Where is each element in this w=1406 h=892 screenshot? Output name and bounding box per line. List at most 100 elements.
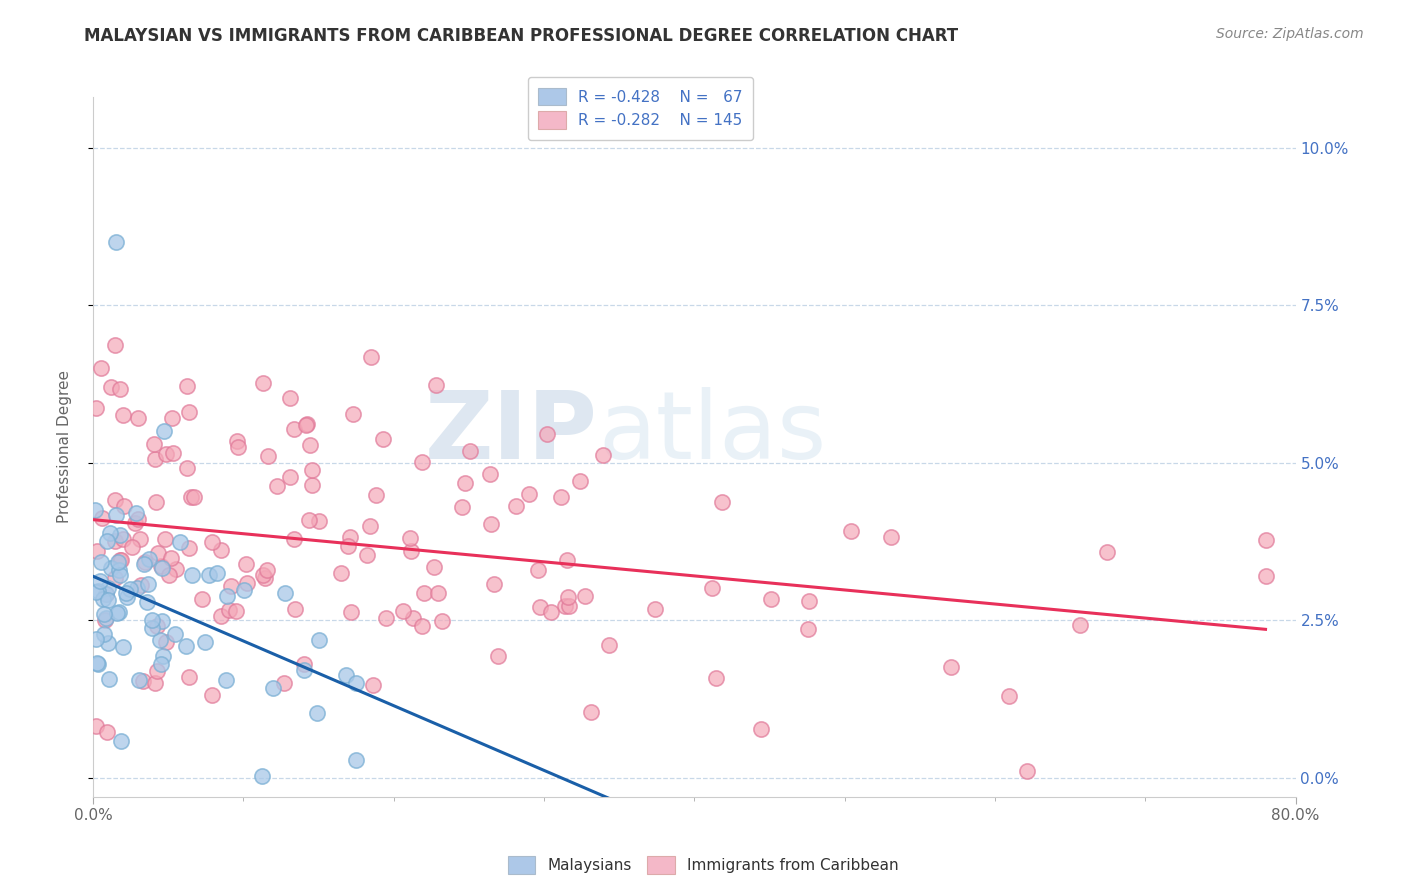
Point bbox=[110, 734, 132, 748]
Point bbox=[360, 350, 382, 364]
Point bbox=[177, 404, 200, 418]
Point bbox=[252, 376, 274, 390]
Point bbox=[598, 638, 620, 652]
Point bbox=[107, 555, 129, 569]
Point bbox=[283, 533, 305, 547]
Point bbox=[129, 578, 152, 592]
Point bbox=[111, 640, 134, 655]
Point bbox=[83, 503, 105, 517]
Point bbox=[536, 427, 558, 442]
Point bbox=[301, 463, 323, 477]
Point bbox=[146, 546, 169, 560]
Point bbox=[540, 605, 562, 619]
Point bbox=[209, 542, 232, 557]
Point bbox=[253, 571, 276, 585]
Point bbox=[112, 408, 135, 422]
Point bbox=[339, 530, 361, 544]
Point bbox=[759, 592, 782, 607]
Point bbox=[134, 557, 156, 571]
Point bbox=[797, 622, 820, 636]
Point bbox=[374, 610, 396, 624]
Point bbox=[529, 600, 551, 615]
Legend: R = -0.428    N =   67, R = -0.282    N = 145: R = -0.428 N = 67, R = -0.282 N = 145 bbox=[527, 77, 754, 140]
Point bbox=[145, 495, 167, 509]
Point bbox=[225, 434, 247, 449]
Point bbox=[149, 633, 172, 648]
Point bbox=[191, 591, 214, 606]
Point bbox=[644, 602, 666, 616]
Point bbox=[453, 476, 475, 491]
Point bbox=[308, 632, 330, 647]
Point bbox=[235, 558, 257, 572]
Point bbox=[104, 508, 127, 523]
Point bbox=[110, 527, 132, 541]
Point bbox=[84, 401, 107, 415]
Point bbox=[108, 605, 131, 619]
Legend: Malaysians, Immigrants from Caribbean: Malaysians, Immigrants from Caribbean bbox=[502, 850, 904, 880]
Point bbox=[335, 668, 357, 682]
Point bbox=[356, 548, 378, 562]
Point bbox=[89, 574, 111, 588]
Point bbox=[295, 417, 318, 431]
Point bbox=[451, 500, 474, 514]
Point bbox=[86, 544, 108, 558]
Point bbox=[342, 408, 364, 422]
Point bbox=[150, 657, 173, 671]
Point bbox=[127, 511, 149, 525]
Point bbox=[292, 663, 315, 677]
Point bbox=[879, 530, 901, 544]
Point bbox=[219, 578, 242, 592]
Point bbox=[205, 566, 228, 580]
Point bbox=[111, 532, 134, 546]
Point bbox=[218, 603, 240, 617]
Point bbox=[399, 544, 422, 558]
Point bbox=[112, 499, 135, 513]
Point bbox=[94, 611, 117, 625]
Point bbox=[143, 676, 166, 690]
Point bbox=[94, 587, 117, 601]
Point bbox=[344, 752, 367, 766]
Point bbox=[301, 478, 323, 492]
Point bbox=[93, 627, 115, 641]
Point bbox=[411, 454, 433, 468]
Text: Source: ZipAtlas.com: Source: ZipAtlas.com bbox=[1216, 27, 1364, 41]
Point bbox=[155, 447, 177, 461]
Point bbox=[1254, 533, 1277, 547]
Point bbox=[160, 411, 183, 425]
Point bbox=[554, 599, 576, 613]
Point bbox=[97, 593, 120, 607]
Point bbox=[162, 446, 184, 460]
Point bbox=[90, 555, 112, 569]
Point bbox=[128, 673, 150, 687]
Point bbox=[157, 568, 180, 582]
Point bbox=[136, 595, 159, 609]
Point bbox=[155, 635, 177, 649]
Point bbox=[391, 604, 413, 618]
Point bbox=[136, 577, 159, 591]
Point bbox=[257, 449, 280, 463]
Point bbox=[96, 725, 118, 739]
Point bbox=[425, 378, 447, 392]
Point bbox=[118, 582, 141, 596]
Point bbox=[283, 422, 305, 436]
Point bbox=[121, 540, 143, 554]
Point bbox=[256, 563, 278, 577]
Point bbox=[153, 532, 176, 546]
Point bbox=[110, 568, 132, 582]
Point bbox=[117, 590, 139, 604]
Point bbox=[169, 535, 191, 549]
Point bbox=[197, 568, 219, 582]
Point bbox=[344, 675, 367, 690]
Point bbox=[104, 533, 127, 548]
Point bbox=[236, 576, 259, 591]
Point bbox=[97, 581, 120, 595]
Point bbox=[146, 619, 169, 633]
Point bbox=[305, 706, 328, 720]
Point bbox=[711, 495, 734, 509]
Point bbox=[93, 613, 115, 627]
Point bbox=[86, 656, 108, 670]
Point bbox=[1097, 545, 1119, 559]
Point bbox=[177, 541, 200, 555]
Point bbox=[84, 719, 107, 733]
Point bbox=[84, 585, 107, 599]
